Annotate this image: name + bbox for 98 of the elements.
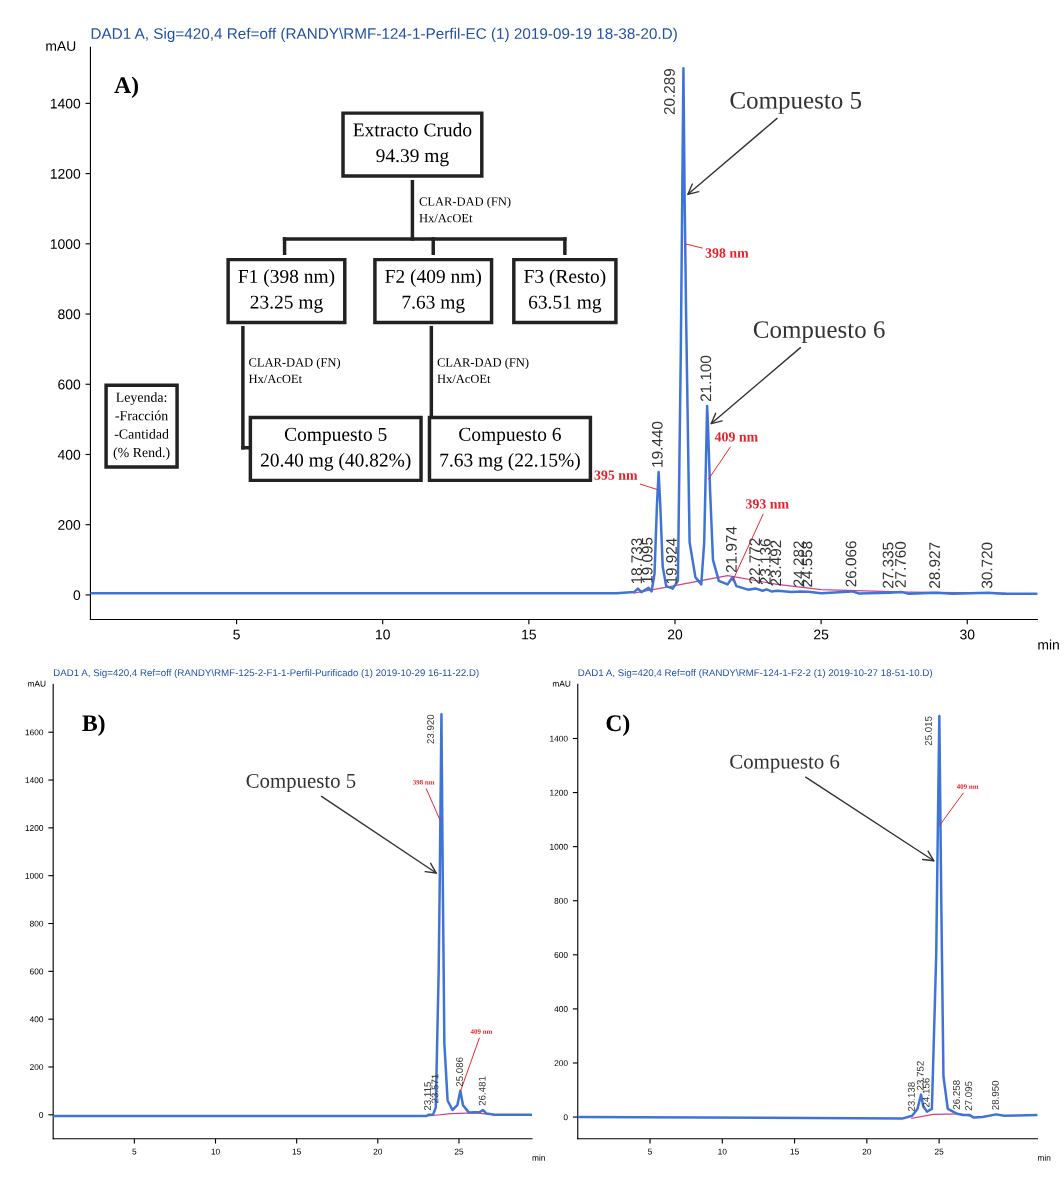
annotation: 25.015 xyxy=(924,716,932,746)
x-tick-label: 20 xyxy=(373,1148,383,1155)
x-tick-label: 15 xyxy=(292,1148,301,1155)
y-tick-label: 400 xyxy=(29,1016,44,1023)
x-tick-label: 15 xyxy=(522,629,536,640)
annotation: C) xyxy=(606,714,630,736)
annotation: 26.066 xyxy=(845,541,857,587)
annotation: 395 nm xyxy=(594,470,638,480)
annotation: 27.760 xyxy=(895,541,906,588)
x-tick-label: 10 xyxy=(718,1148,727,1155)
y-tick-label: 200 xyxy=(29,1064,44,1071)
annotation: 26.258 xyxy=(953,1080,960,1110)
annotation: Compuesto 6 xyxy=(730,754,840,773)
y-tick-label: 800 xyxy=(29,920,44,927)
x-tick-label: 30 xyxy=(960,629,975,640)
annotation: 19.924 xyxy=(666,538,677,584)
y-tick-label: 200 xyxy=(554,1060,568,1067)
annotation: 19.095 xyxy=(641,537,653,583)
x-tick-label: 10 xyxy=(211,1148,220,1155)
y-tick-label: 1200 xyxy=(50,168,81,179)
annotation: F2 (409 nm) 7.63 mg xyxy=(385,269,481,313)
annotation: 398 nm xyxy=(705,248,749,258)
annotation: 25.086 xyxy=(456,1057,463,1087)
annotation: Compuesto 5 xyxy=(246,773,356,793)
annotation: CLAR-DAD (FN) Hx/AcOEt xyxy=(248,357,341,384)
annotation: 21.974 xyxy=(725,526,737,573)
annotation: 19.440 xyxy=(651,421,663,467)
annotation: 23.920 xyxy=(427,714,434,744)
annotation: 23.492 xyxy=(770,540,782,586)
annotation: 18.733 xyxy=(631,538,643,584)
y-tick-label: 1000 xyxy=(25,872,44,879)
y-tick-label: 1000 xyxy=(550,843,568,850)
x-tick-label: 10 xyxy=(376,629,390,640)
y-axis-title: mAU xyxy=(552,680,571,687)
y-axis-title: mAU xyxy=(46,41,76,51)
annotation: CLAR-DAD (FN) Hx/AcOEt xyxy=(419,196,511,223)
x-axis-title: min xyxy=(1038,639,1059,650)
annotation: 409 nm xyxy=(714,432,758,442)
annotation: Compuesto 5 20.40 mg (40.82%) xyxy=(260,427,411,471)
y-axis-title: mAU xyxy=(28,680,46,687)
annotation: 30.720 xyxy=(981,542,993,589)
annotation: 28.927 xyxy=(929,542,940,588)
x-tick-label: 25 xyxy=(454,1148,464,1155)
annotation: B) xyxy=(82,714,105,736)
y-tick-label: 1600 xyxy=(25,729,44,736)
annotation: 23.571 xyxy=(431,1074,439,1103)
annotation: 22.772 xyxy=(749,538,760,584)
y-tick-label: 600 xyxy=(58,379,81,390)
annotation: 21.100 xyxy=(700,355,712,402)
annotation: Compuesto 6 xyxy=(753,321,885,344)
y-tick-label: 0 xyxy=(73,590,81,601)
annotation: 393 nm xyxy=(746,499,789,509)
x-tick-label: 15 xyxy=(790,1148,799,1155)
annotation: 23.752 xyxy=(916,1061,924,1090)
annotation: 20.289 xyxy=(664,68,675,115)
y-tick-label: 0 xyxy=(39,1111,44,1118)
annotation: 23.138 xyxy=(907,1082,915,1112)
annotation: 27.335 xyxy=(882,542,894,588)
annotation: 27.095 xyxy=(965,1081,972,1111)
y-tick-label: 200 xyxy=(58,520,81,530)
y-tick-label: 1000 xyxy=(50,239,81,249)
annotation: Compuesto 5 xyxy=(730,91,862,114)
annotation: Compuesto 6 7.63 mg (22.15%) xyxy=(440,427,580,471)
y-tick-label: 1400 xyxy=(25,777,44,784)
chart-title: DAD1 A, Sig=420,4 Ref=off (RANDY\RMF-125-2-F1-1-Perfil-Purificado (1) 2019-10-29 16-11-22.D) xyxy=(54,669,479,679)
x-tick-label: 20 xyxy=(667,629,683,640)
y-tick-label: 1200 xyxy=(25,825,44,831)
annotation: 28.950 xyxy=(991,1080,999,1110)
annotation: F1 (398 nm) 23.25 mg xyxy=(238,269,335,313)
annotation: A) xyxy=(114,76,138,98)
annotation: Extracto Crudo 94.39 mg xyxy=(353,122,472,167)
annotation: F3 (Resto) 63.51 mg xyxy=(524,269,606,313)
x-tick-label: 5 xyxy=(132,1148,137,1155)
x-tick-label: 25 xyxy=(934,1148,944,1155)
y-tick-label: 600 xyxy=(554,952,568,958)
x-tick-label: 25 xyxy=(814,629,829,640)
y-tick-label: 1200 xyxy=(550,789,568,796)
annotation: 23.136 xyxy=(759,539,771,585)
y-tick-label: 1400 xyxy=(50,98,81,109)
x-axis-title: min xyxy=(532,1154,545,1161)
x-tick-label: 5 xyxy=(648,1148,652,1155)
x-axis-title: min xyxy=(1037,1154,1051,1161)
y-tick-label: 400 xyxy=(554,1006,568,1012)
annotation: CLAR-DAD (FN) Hx/AcOEt xyxy=(437,357,529,384)
y-tick-label: 0 xyxy=(563,1114,568,1121)
annotation: Leyenda: -Fracción -Cantidad (% Rend.) xyxy=(113,392,170,460)
y-tick-label: 800 xyxy=(554,897,568,904)
chart-title: DAD1 A, Sig=420,4 Ref=off (RANDY\RMF-124-1-F2-2 (1) 2019-10-27 18-51-10.D) xyxy=(578,669,932,679)
x-tick-label: 5 xyxy=(233,629,240,640)
annotation: 23.115 xyxy=(424,1082,431,1111)
x-tick-label: 20 xyxy=(862,1148,872,1155)
annotation: 26.481 xyxy=(478,1076,486,1106)
y-tick-label: 400 xyxy=(57,449,81,460)
y-tick-label: 1400 xyxy=(550,735,568,742)
annotation: 24.156 xyxy=(922,1078,930,1107)
chart-title: DAD1 A, Sig=420,4 Ref=off (RANDY\RMF-124-1-Perfil-EC (1) 2019-09-19 18-38-20.D) xyxy=(91,27,677,43)
y-tick-label: 800 xyxy=(58,309,81,320)
y-tick-label: 600 xyxy=(30,968,44,975)
